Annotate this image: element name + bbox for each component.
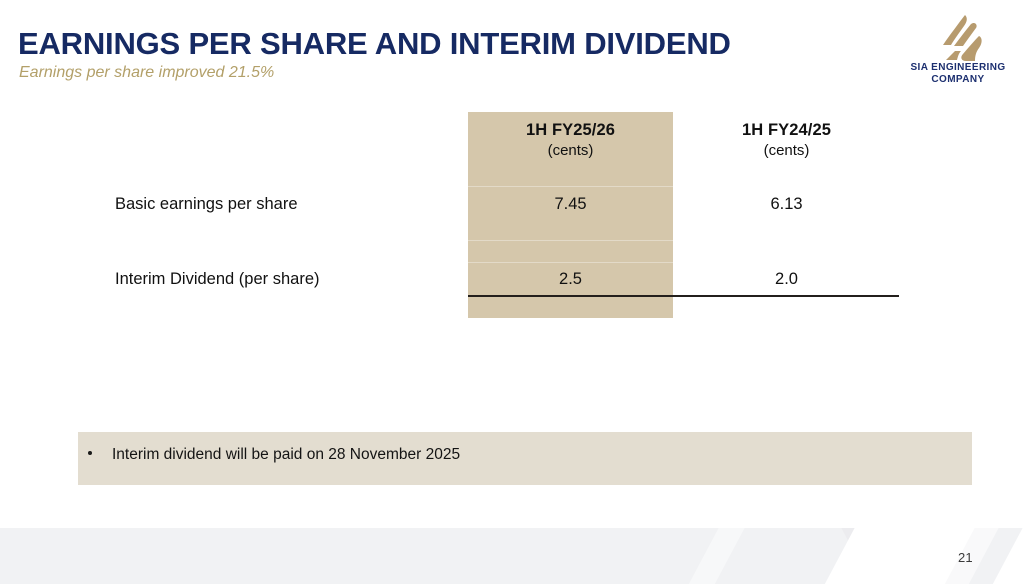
cell-interim-dividend-prior: 2.0 — [775, 270, 798, 288]
table-bottom-rule — [468, 295, 899, 297]
eps-dividend-table: 1H FY25/26 (cents) 1H FY24/25 (cents) Ba… — [115, 112, 899, 318]
cell-basic-eps-current: 7.45 — [554, 195, 587, 213]
bullet-icon — [88, 451, 92, 455]
page-title: EARNINGS PER SHARE AND INTERIM DIVIDEND — [18, 26, 731, 61]
cell-interim-dividend-current: 2.5 — [559, 270, 582, 288]
note-callout-box: Interim dividend will be paid on 28 Nove… — [78, 432, 972, 485]
column-header-unit: (cents) — [763, 142, 810, 160]
column-header-label: 1H FY24/25 — [741, 121, 832, 139]
page-subtitle: Earnings per share improved 21.5% — [19, 64, 275, 81]
bird-logo-icon — [943, 15, 982, 61]
logo-line-1: SIA ENGINEERING — [910, 62, 1006, 73]
footer-decoration — [660, 528, 766, 584]
row-label-interim-dividend: Interim Dividend (per share) — [115, 270, 320, 288]
column-header-unit: (cents) — [547, 142, 594, 160]
column-header-current: 1H FY25/26 (cents) — [468, 120, 673, 160]
row-separator — [468, 262, 673, 263]
current-period-column-highlight — [468, 112, 673, 318]
sia-engineering-logo: SIA ENGINEERING COMPANY — [897, 14, 1019, 92]
logo-line-2: COMPANY — [931, 73, 985, 85]
footer-band — [0, 528, 1024, 584]
cell-basic-eps-prior: 6.13 — [770, 195, 803, 213]
row-label-basic-eps: Basic earnings per share — [115, 195, 298, 213]
page-number: 21 — [958, 550, 973, 565]
column-header-prior: 1H FY24/25 (cents) — [684, 120, 889, 160]
row-separator — [468, 240, 673, 241]
logo-wordmark: SIA ENGINEERING COMPANY — [897, 62, 1019, 85]
note-callout-text: Interim dividend will be paid on 28 Nove… — [112, 446, 461, 463]
row-separator — [468, 186, 673, 187]
column-header-label: 1H FY25/26 — [525, 121, 616, 139]
